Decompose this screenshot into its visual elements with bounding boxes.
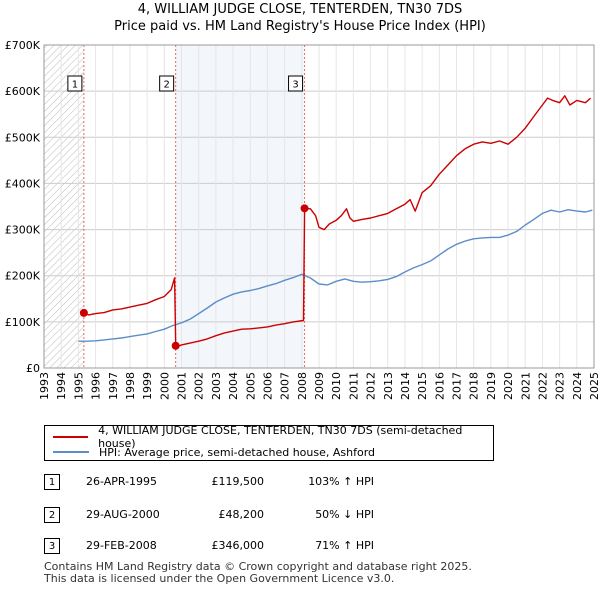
transaction-date: 29-FEB-2008 [86, 539, 157, 552]
transaction-hpi: 71% ↑ HPI [315, 539, 374, 552]
x-tick-label: 2022 [536, 372, 549, 400]
y-tick-label: £500K [5, 131, 41, 144]
x-tick-label: 1995 [72, 372, 85, 400]
transaction-hpi: 103% ↑ HPI [308, 475, 374, 488]
legend-swatch-hpi [53, 451, 89, 453]
x-tick-label: 1994 [55, 372, 68, 400]
x-tick-label: 2016 [433, 372, 446, 400]
legend-swatch-property [53, 436, 89, 438]
sale-point [79, 308, 88, 317]
transaction-date: 26-APR-1995 [86, 475, 158, 488]
transaction-number: 2 [44, 507, 60, 523]
transaction-row: 1 26-APR-1995 £119,500 103% ↑ HPI [44, 471, 504, 493]
sale-point [300, 204, 309, 213]
x-tick-label: 1997 [107, 372, 120, 400]
y-tick-label: £300K [5, 224, 41, 237]
x-tick-label: 2021 [519, 372, 532, 400]
x-tick-label: 2019 [485, 372, 498, 400]
sale-label-box [159, 75, 175, 92]
x-tick-label: 2004 [227, 372, 240, 400]
x-tick-label: 2023 [554, 372, 567, 400]
x-tick-label: 1996 [90, 372, 103, 400]
period-shade [175, 45, 305, 368]
y-tick-label: £700K [5, 39, 41, 52]
x-tick-label: 2008 [296, 372, 309, 400]
y-tick-label: £0 [26, 362, 40, 375]
transaction-price: £346,000 [211, 539, 265, 552]
sale-point [171, 341, 180, 350]
transaction-price: £119,500 [211, 475, 265, 488]
x-tick-label: 2003 [210, 372, 223, 400]
property-price-line [83, 95, 592, 348]
sale-label: 2 [163, 80, 169, 91]
x-tick-label: 2017 [451, 372, 464, 400]
footer-copyright: Contains HM Land Registry data © Crown c… [44, 560, 472, 573]
x-tick-label: 2001 [176, 372, 189, 400]
x-tick-label: 2012 [365, 372, 378, 400]
x-tick-label: 2000 [158, 372, 171, 400]
x-tick-label: 2010 [330, 372, 343, 400]
chart-title: 4, WILLIAM JUDGE CLOSE, TENTERDEN, TN30 … [137, 2, 463, 17]
x-tick-label: 2007 [279, 372, 292, 400]
sale-label-box [288, 75, 304, 92]
transaction-price: £48,200 [218, 508, 265, 521]
legend-label-property: 4, WILLIAM JUDGE CLOSE, TENTERDEN, TN30 … [98, 424, 463, 450]
legend-item-hpi: HPI: Average price, semi-detached house,… [53, 445, 375, 459]
x-tick-label: 2011 [347, 372, 360, 400]
transaction-number: 3 [44, 538, 60, 554]
x-tick-label: 2018 [468, 372, 481, 400]
transaction-date: 29-AUG-2000 [86, 508, 160, 521]
hatched-region [44, 45, 84, 368]
transaction-hpi: 50% ↓ HPI [315, 508, 374, 521]
hpi-line [78, 208, 593, 342]
x-tick-label: 2009 [313, 372, 326, 400]
x-tick-label: 1993 [38, 372, 51, 400]
x-tick-label: 2024 [571, 372, 584, 400]
y-tick-label: £400K [5, 177, 41, 190]
x-tick-label: 2020 [502, 372, 515, 400]
x-tick-label: 2014 [399, 372, 412, 400]
sale-label-box [67, 75, 83, 92]
footer-license: This data is licensed under the Open Gov… [44, 572, 395, 585]
x-tick-label: 1998 [124, 372, 137, 400]
legend: 4, WILLIAM JUDGE CLOSE, TENTERDEN, TN30 … [44, 424, 494, 461]
y-tick-label: £200K [5, 270, 41, 283]
price-chart: £0 £100K £200K £300K £400K £500K £600K £700K 199… [5, 39, 600, 400]
sale-label: 1 [72, 80, 78, 91]
x-tick-label: 2006 [261, 372, 274, 400]
x-tick-label: 2015 [416, 372, 429, 400]
legend-label-hpi: HPI: Average price, semi-detached house,… [99, 445, 376, 459]
sale-label: 3 [292, 80, 298, 91]
plot-frame [43, 44, 595, 369]
legend-item-property: 4, WILLIAM JUDGE CLOSE, TENTERDEN, TN30 … [53, 424, 493, 450]
x-tick-label: 2002 [193, 372, 206, 400]
transaction-row: 2 29-AUG-2000 £48,200 50% ↓ HPI [44, 504, 504, 526]
x-tick-label: 2025 [588, 372, 600, 400]
y-tick-label: £600K [5, 85, 41, 98]
x-tick-label: 2013 [382, 372, 395, 400]
x-tick-label: 2005 [244, 372, 257, 400]
y-tick-label: £100K [5, 316, 41, 329]
transaction-number: 1 [44, 474, 60, 490]
x-tick-label: 1999 [141, 372, 154, 400]
chart-subtitle: Price paid vs. HM Land Registry's House … [114, 19, 486, 34]
transaction-row: 3 29-FEB-2008 £346,000 71% ↑ HPI [44, 535, 504, 557]
